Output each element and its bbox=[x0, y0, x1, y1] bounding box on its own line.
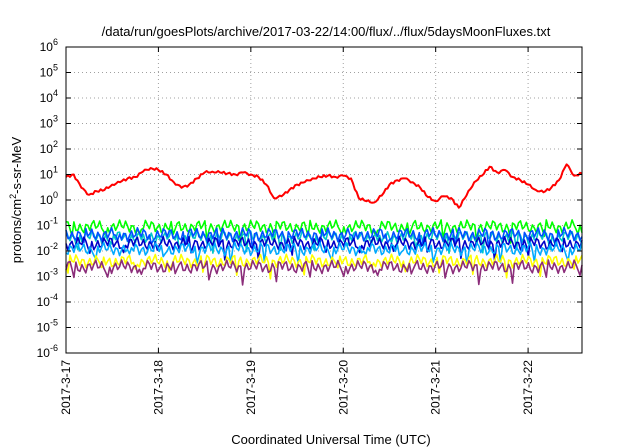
series-layer bbox=[65, 163, 583, 286]
series-line bbox=[65, 241, 583, 267]
x-tick-label: 2017-3-17 bbox=[59, 360, 73, 415]
y-tick-label: 10-6 bbox=[37, 343, 58, 360]
y-axis-label-prefix: protons/cm bbox=[9, 199, 24, 263]
plot-frame bbox=[65, 46, 583, 354]
axes: 10-6 10-5 10-4 10-3 10-2 10-1 100 101 102 103 104 1… bbox=[37, 37, 582, 415]
series-line bbox=[65, 229, 583, 254]
y-tick-label: 101 bbox=[40, 165, 58, 182]
series-line bbox=[65, 259, 583, 286]
y-tick-label: 10-3 bbox=[37, 267, 58, 284]
x-tick-label: 2017-3-22 bbox=[521, 360, 535, 415]
y-axis-label-suffix: -s-sr-MeV bbox=[9, 136, 24, 193]
y-tick-label: 106 bbox=[40, 37, 58, 54]
x-tick-label: 2017-3-18 bbox=[151, 360, 165, 415]
series-line bbox=[65, 253, 583, 280]
x-axis-label: Coordinated Universal Time (UTC) bbox=[231, 432, 430, 447]
grid-lines bbox=[66, 47, 582, 353]
y-tick-label: 105 bbox=[40, 63, 58, 80]
y-tick-label: 10-5 bbox=[37, 318, 58, 335]
series-line bbox=[65, 226, 583, 252]
series-line bbox=[65, 219, 583, 246]
series-line bbox=[65, 163, 583, 209]
y-tick-label: 103 bbox=[40, 114, 58, 131]
y-tick-label: 102 bbox=[40, 139, 58, 156]
y-axis-label-superscript: 2 bbox=[8, 194, 18, 199]
x-tick-label: 2017-3-21 bbox=[429, 360, 443, 415]
y-tick-label: 10-1 bbox=[37, 216, 58, 233]
y-tick-label: 10-2 bbox=[37, 241, 58, 258]
y-tick-label: 100 bbox=[40, 190, 58, 207]
y-tick-label: 10-4 bbox=[37, 292, 58, 309]
x-tick-label: 2017-3-20 bbox=[336, 360, 350, 415]
x-tick-label: 2017-3-19 bbox=[244, 360, 258, 415]
y-tick-label: 104 bbox=[40, 88, 58, 105]
chart-title: /data/run/goesPlots/archive/2017-03-22/1… bbox=[102, 24, 551, 39]
y-axis-label: protons/cm2-s-sr-MeV bbox=[8, 136, 24, 263]
